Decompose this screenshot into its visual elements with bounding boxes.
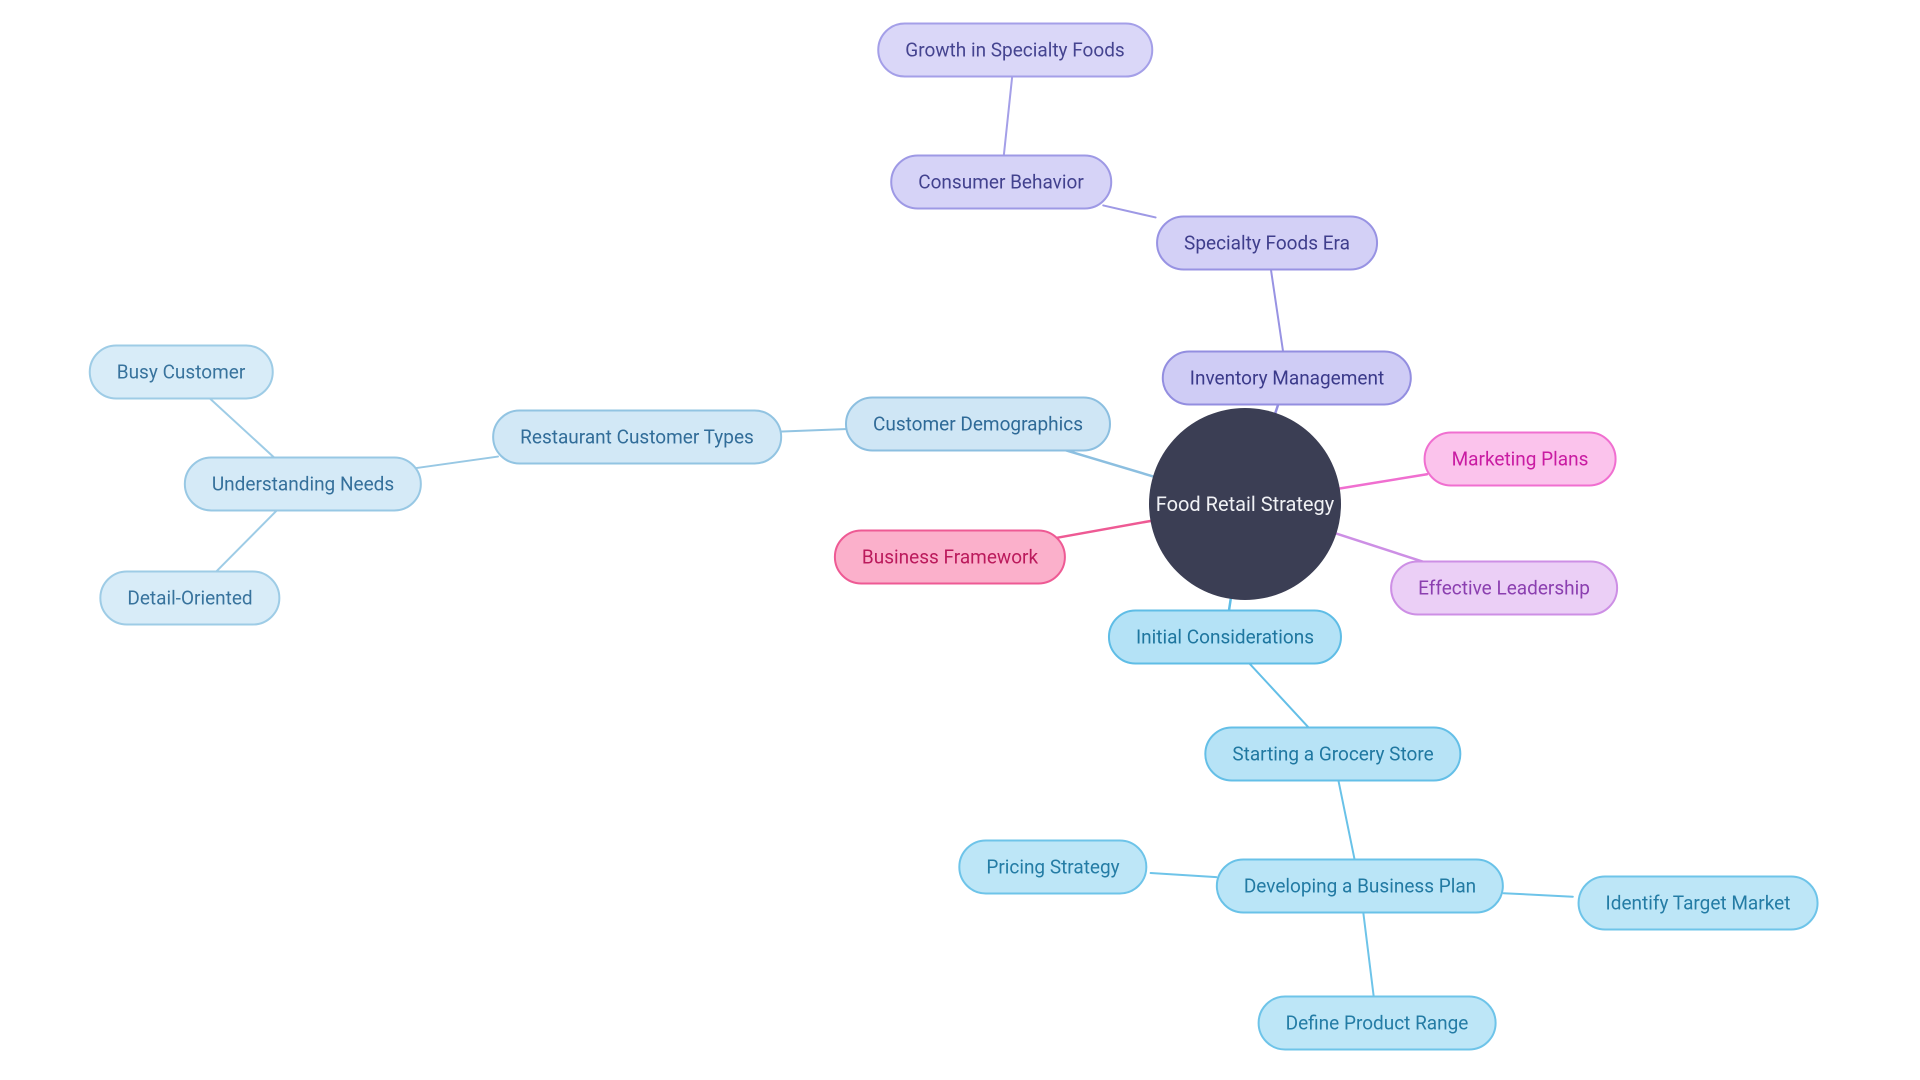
node-label: Understanding Needs (212, 473, 394, 496)
node-label: Inventory Management (1190, 367, 1384, 390)
center-label: Food Retail Strategy (1156, 491, 1334, 517)
node-target: Identify Target Market (1578, 876, 1819, 931)
center-node: Food Retail Strategy (1149, 408, 1341, 600)
edge (1338, 778, 1355, 862)
node-starting: Starting a Grocery Store (1204, 727, 1461, 782)
node-growth-spec: Growth in Specialty Foods (877, 23, 1153, 78)
edge (1063, 449, 1153, 476)
node-label: Starting a Grocery Store (1232, 743, 1433, 766)
node-label: Effective Leadership (1418, 577, 1590, 600)
edge (1103, 205, 1155, 217)
edge (1057, 521, 1151, 538)
node-leadership: Effective Leadership (1390, 561, 1618, 616)
edge (1363, 910, 1374, 999)
edge (1151, 873, 1217, 877)
node-label: Developing a Business Plan (1244, 875, 1476, 898)
node-cust-demo: Customer Demographics (845, 397, 1111, 452)
node-label: Initial Considerations (1136, 626, 1314, 649)
node-label: Growth in Specialty Foods (905, 39, 1125, 62)
node-label: Customer Demographics (873, 413, 1083, 436)
node-rest-types: Restaurant Customer Types (492, 410, 782, 465)
node-label: Consumer Behavior (918, 171, 1084, 194)
node-consumer-beh: Consumer Behavior (890, 155, 1112, 210)
node-label: Marketing Plans (1452, 448, 1589, 471)
edge (1248, 662, 1311, 730)
edge (1504, 893, 1573, 896)
edge (414, 457, 498, 469)
mindmap-canvas: Food Retail Strategy Inventory Management… (0, 0, 1920, 1080)
edge (1004, 74, 1013, 158)
node-pricing: Pricing Strategy (958, 840, 1147, 895)
node-bizplan: Developing a Business Plan (1216, 859, 1504, 914)
node-label: Identify Target Market (1606, 892, 1791, 915)
edge (208, 397, 276, 460)
node-label: Specialty Foods Era (1184, 232, 1350, 255)
node-initial: Initial Considerations (1108, 610, 1342, 665)
node-busy: Busy Customer (89, 345, 274, 400)
node-product-range: Define Product Range (1258, 996, 1497, 1051)
edge (1336, 534, 1425, 563)
node-label: Define Product Range (1286, 1012, 1469, 1035)
node-specialty-era: Specialty Foods Era (1156, 216, 1378, 271)
node-detail: Detail-Oriented (99, 571, 280, 626)
node-understanding: Understanding Needs (184, 457, 422, 512)
node-marketing: Marketing Plans (1424, 432, 1617, 487)
node-label: Detail-Oriented (127, 587, 252, 610)
node-inventory: Inventory Management (1162, 351, 1412, 406)
node-label: Pricing Strategy (986, 856, 1119, 879)
node-label: Busy Customer (117, 361, 246, 384)
edge (1271, 267, 1284, 354)
node-business-fw: Business Framework (834, 530, 1066, 585)
node-label: Business Framework (862, 546, 1038, 569)
edge (214, 509, 278, 574)
node-label: Restaurant Customer Types (520, 426, 754, 449)
edge (1340, 474, 1427, 488)
